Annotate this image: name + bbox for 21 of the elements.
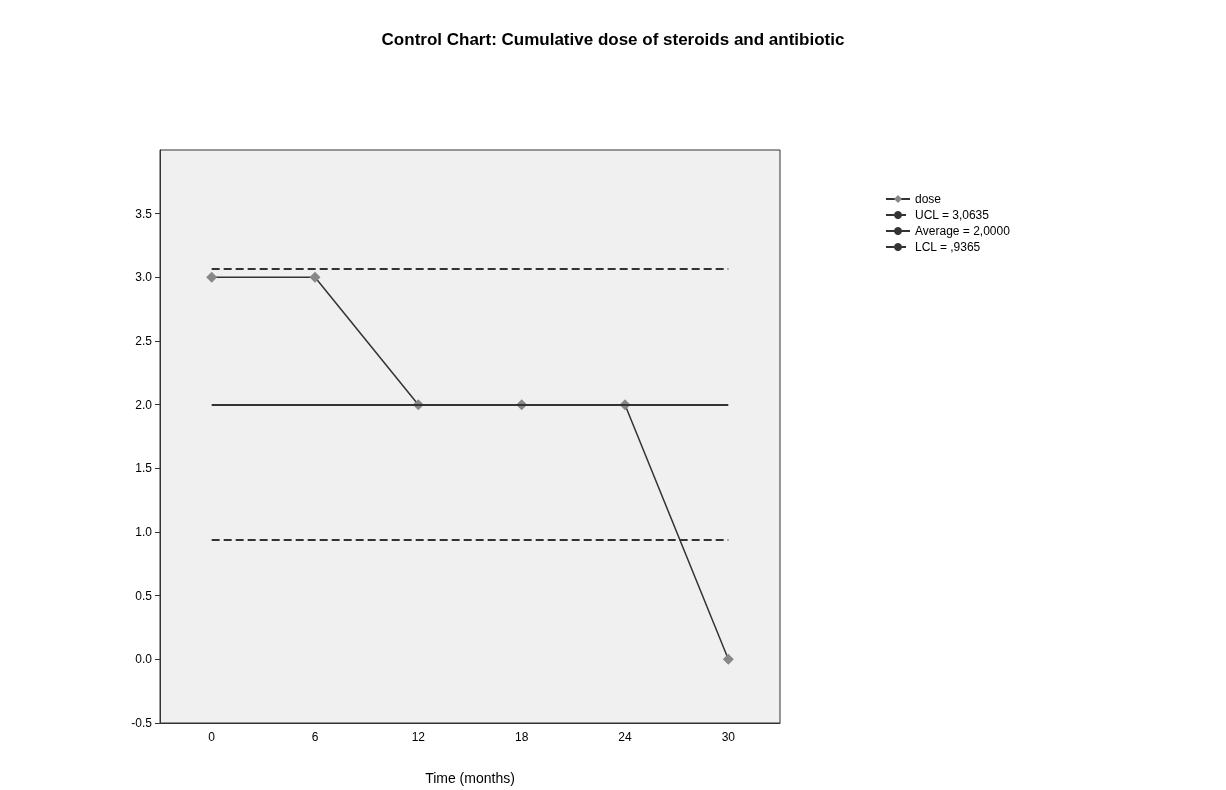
y-tick-label: 0.0	[135, 652, 153, 667]
y-tick-label: 1.5	[135, 461, 153, 476]
legend-label: dose	[915, 192, 942, 206]
x-tick-label: 18	[514, 730, 529, 744]
y-tick-label: 2.5	[135, 334, 153, 348]
legend-label: Average = 2,0000	[915, 224, 1011, 238]
x-tick-label: 0	[208, 730, 216, 744]
legend-label: LCL = ,9365	[915, 240, 981, 254]
y-tick-label: 1.0	[135, 525, 153, 539]
x-axis-title: Time (months)	[425, 770, 515, 786]
y-tick-label: -0.5	[131, 716, 153, 730]
y-tick-label: 0.5	[135, 588, 153, 603]
y-tick-label: 3.0	[135, 270, 153, 285]
y-tick-label: 2.0	[135, 397, 153, 412]
x-tick-label: 24	[618, 730, 632, 744]
x-tick-label: 6	[311, 730, 319, 744]
x-tick-label: 30	[721, 730, 736, 744]
x-tick-label: 12	[411, 730, 426, 744]
y-tick-label: 3.5	[135, 206, 153, 221]
legend-label: UCL = 3,0635	[915, 208, 990, 222]
chart-title: Control Chart: Cumulative dose of steroids and antibiotic	[381, 30, 845, 49]
